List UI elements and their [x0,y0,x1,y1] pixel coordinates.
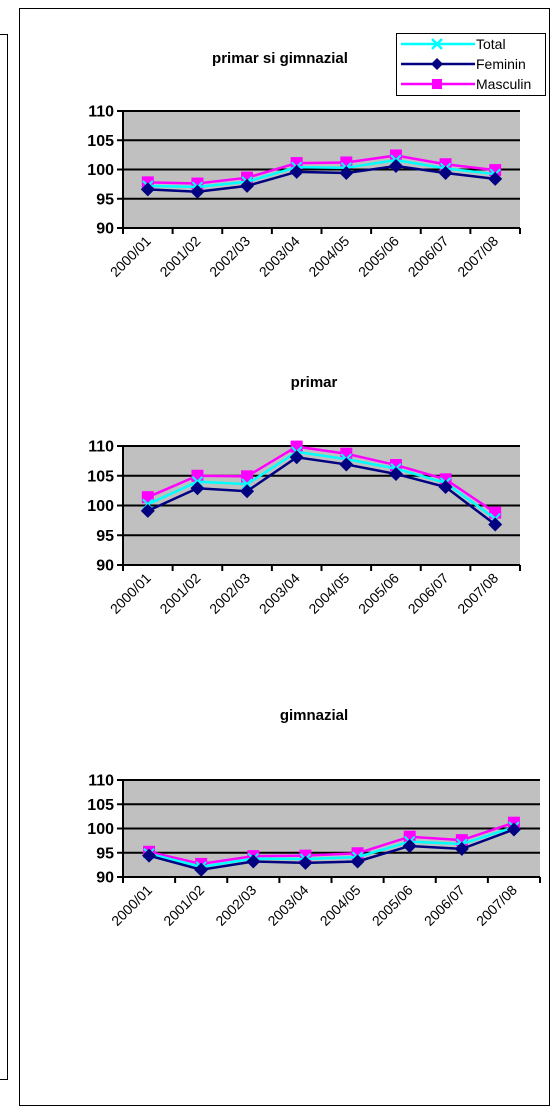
y-tick-label: 95 [96,845,114,862]
data-point-feminin [488,171,503,186]
x-tick-label: 2006/07 [405,233,452,280]
data-point-feminin [240,484,255,499]
x-tick-label: 2000/01 [107,570,154,617]
data-point-feminin [194,862,209,877]
data-point-feminin [339,457,354,472]
x-tick-label: 2003/04 [256,233,303,280]
data-point-feminin [350,854,365,869]
y-tick-label: 90 [96,221,114,238]
x-tick-label: 2004/05 [317,882,364,929]
x-tick-label: 2007/08 [454,233,501,280]
x-tick-label: 2003/04 [256,570,303,617]
series-line-masculin [147,445,496,514]
data-point-feminin [140,503,155,518]
series-line-feminin [147,455,496,526]
chart-2: gimnazial 90 95 100 105 110 2000/01 2001/02 2002… [87,707,541,929]
series-line-masculin [148,821,515,866]
y-tick-label: 105 [87,468,114,485]
y-tick-label: 105 [87,133,114,150]
chart-title: primar si gimnazial [212,50,348,67]
y-tick-label: 110 [88,773,114,790]
x-tick-label: 2005/06 [355,570,402,617]
chart-1: primar 90 95 100 105 110 2000/01 2001/02 2002/03… [87,374,521,617]
y-tick-label: 100 [87,821,114,838]
data-point-masculin [241,470,254,483]
y-tick-label: 100 [87,498,114,515]
y-tick-label: 100 [87,162,114,179]
data-point-feminin [240,178,255,193]
legend-item-masculin: Masculin [397,75,545,93]
legend-marker-masculin [401,79,475,89]
x-tick-label: 2000/01 [108,882,155,929]
chart-title: primar [291,374,338,391]
data-point-feminin [402,838,417,853]
x-tick-label: 2005/06 [355,233,402,280]
data-point-feminin [388,158,403,173]
x-tick-label: 2005/06 [369,882,416,929]
data-point-feminin [246,854,261,869]
legend-label-masculin: Masculin [476,76,532,92]
data-point-feminin [289,164,304,179]
x-tick-label: 2006/07 [405,570,452,617]
x-tick-label: 2003/04 [264,882,311,929]
legend-label-total: Total [476,36,506,52]
x-tick-label: 2001/02 [156,233,203,280]
data-point-feminin [438,166,453,181]
x-tick-label: 2006/07 [421,882,468,929]
chart-title: gimnazial [280,707,348,724]
data-point-feminin [454,841,469,856]
legend-marker-feminin [401,58,475,70]
x-tick-label: 2007/08 [454,570,501,617]
x-tick-label: 2002/03 [212,882,259,929]
series-line-total [147,450,496,520]
y-tick-label: 90 [96,558,114,575]
data-point-feminin [190,481,205,496]
series-line-feminin [148,828,515,872]
data-point-feminin [339,166,354,181]
series-line-total [148,825,515,869]
series-line-total [147,158,496,189]
x-tick-label: 2001/02 [160,882,207,929]
y-tick-label: 95 [96,191,114,208]
data-point-masculin [191,469,204,482]
x-tick-label: 2004/05 [305,570,352,617]
legend-label-feminin: Feminin [476,56,526,72]
data-point-feminin [142,848,157,863]
y-tick-label: 95 [96,528,114,545]
data-point-total [241,478,253,490]
x-tick-label: 2002/03 [206,233,253,280]
x-tick-label: 2004/05 [305,233,352,280]
legend-item-total: Total [397,35,545,53]
y-tick-label: 110 [88,439,114,456]
data-point-feminin [289,450,304,465]
data-point-feminin [298,855,313,870]
data-point-feminin [190,184,205,199]
data-point-feminin [388,466,403,481]
legend-item-feminin: Feminin [397,55,545,73]
y-tick-label: 110 [88,104,114,121]
series-line-masculin [147,154,496,185]
series-line-feminin [147,164,496,193]
data-point-feminin [438,480,453,495]
charts-frame [19,8,550,1106]
chart-legend: Total Feminin Masculin [396,33,546,96]
x-tick-label: 2002/03 [206,570,253,617]
left-panel-border [0,34,8,1080]
x-tick-label: 2001/02 [156,570,203,617]
data-point-feminin [140,182,155,197]
data-point-feminin [488,517,503,532]
data-point-feminin [506,822,521,837]
y-tick-label: 90 [96,870,114,887]
legend-marker-total [401,38,475,50]
x-tick-label: 2000/01 [107,233,154,280]
x-tick-label: 2007/08 [473,882,520,929]
y-tick-label: 105 [87,797,114,814]
